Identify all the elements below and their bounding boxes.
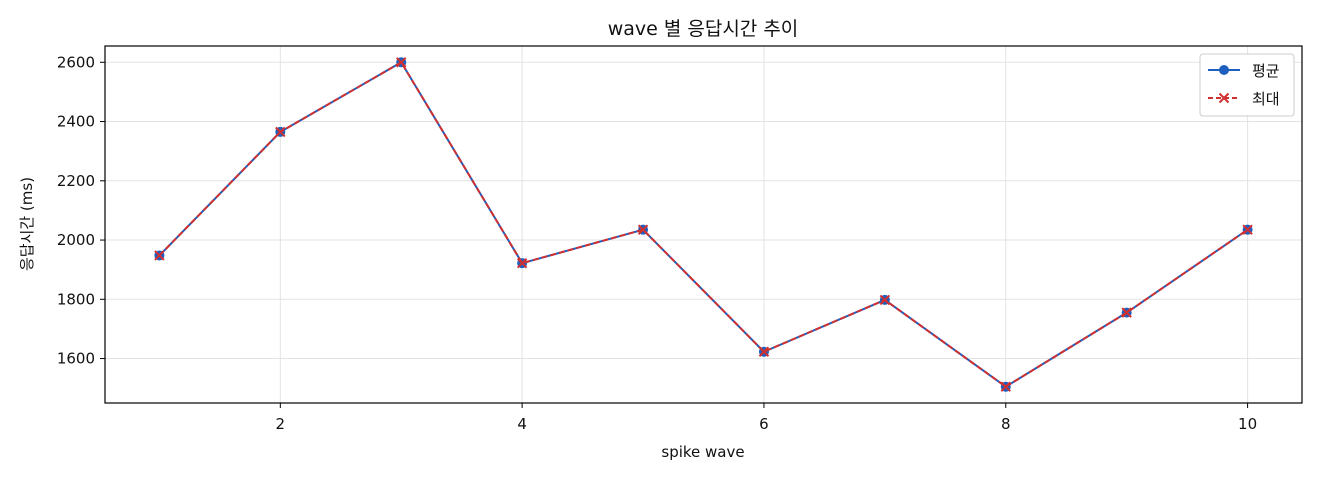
y-tick-label: 1600 bbox=[57, 350, 95, 368]
x-axis-label: spike wave bbox=[661, 443, 744, 461]
legend: 평균 최대 bbox=[1199, 53, 1295, 117]
y-tick-label: 2400 bbox=[57, 113, 95, 131]
grid-lines bbox=[105, 46, 1302, 403]
y-tick-label: 2600 bbox=[57, 53, 95, 71]
legend-box bbox=[1199, 53, 1295, 117]
data-point-marker bbox=[275, 126, 286, 138]
data-point-marker bbox=[758, 346, 770, 357]
series-max bbox=[154, 57, 1253, 392]
legend-label-max: 최대 bbox=[1252, 90, 1280, 108]
x-tick-label: 10 bbox=[1238, 415, 1257, 433]
legend-marker-mean bbox=[1219, 65, 1229, 75]
y-tick-label: 2000 bbox=[57, 231, 95, 249]
x-tick-label: 4 bbox=[517, 415, 527, 433]
data-point-marker bbox=[516, 257, 528, 269]
x-tick-label: 8 bbox=[1001, 415, 1011, 433]
legend-marker-max bbox=[1218, 92, 1230, 104]
data-point-marker bbox=[1121, 307, 1132, 318]
data-point-marker bbox=[879, 294, 891, 306]
y-axis-label: 응답시간 (ms) bbox=[18, 177, 36, 271]
data-point-marker bbox=[396, 57, 407, 68]
data-point-marker bbox=[1242, 224, 1253, 235]
x-tick-label: 6 bbox=[759, 415, 769, 433]
data-point-marker bbox=[1000, 381, 1011, 392]
y-tick-label: 1800 bbox=[57, 290, 95, 308]
plot-area-frame bbox=[104, 45, 1303, 404]
series-line bbox=[158, 61, 1249, 388]
y-tick-label: 2200 bbox=[57, 172, 95, 190]
data-point-marker bbox=[637, 224, 649, 235]
series-mean bbox=[154, 57, 1253, 392]
axis-ticks: 2 4 6 8 10 1600 1800 2000 2200 2400 2600 bbox=[57, 53, 1257, 433]
data-point-marker bbox=[154, 250, 165, 261]
chart-title: wave 별 응답시간 추이 bbox=[608, 18, 799, 40]
legend-label-mean: 평균 bbox=[1252, 62, 1280, 80]
series-lines bbox=[154, 57, 1253, 392]
x-tick-label: 2 bbox=[276, 415, 286, 433]
